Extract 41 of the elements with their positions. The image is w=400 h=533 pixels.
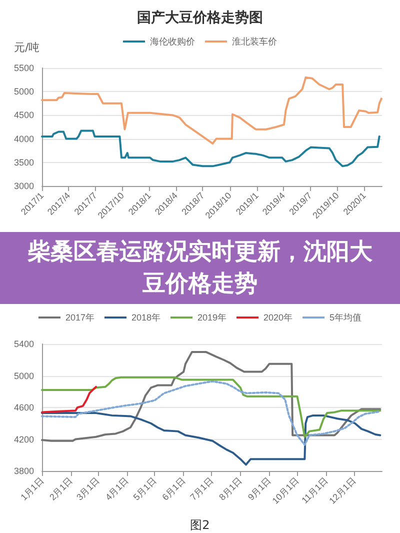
y-tick-label: 3500 xyxy=(14,157,34,168)
legend-label: 2017年 xyxy=(65,312,94,322)
y-tick-label: 4500 xyxy=(14,110,34,120)
y-tick-label: 4000 xyxy=(14,134,34,144)
legend-label: 2019年 xyxy=(197,312,227,322)
y-tick-label: 3000 xyxy=(14,181,34,191)
text: 柴桑区春运路况实时更新，沈阳大豆价格走势 xyxy=(0,232,400,304)
line-series xyxy=(41,376,382,438)
x-tick-label: 6月1日 xyxy=(160,475,188,502)
line-series xyxy=(41,350,382,442)
y-tick-label: 5400 xyxy=(14,339,34,349)
y-tick-label: 5000 xyxy=(14,86,34,97)
line-series xyxy=(41,412,382,466)
x-tick-label: 2月1日 xyxy=(48,475,74,502)
legend-label: 海伦收购价 xyxy=(150,36,195,46)
y-axis-title: 元/吨 xyxy=(14,41,40,54)
legend-label: 2018年 xyxy=(131,312,161,322)
y-tick-label: 4200 xyxy=(14,434,34,444)
line-series xyxy=(41,76,382,145)
x-tick-label: 5月1日 xyxy=(131,475,158,502)
x-tick-label: 9月1日 xyxy=(246,475,273,502)
line-series xyxy=(41,380,382,446)
y-tick-label: 5500 xyxy=(14,63,34,73)
line-series xyxy=(41,386,98,414)
x-tick-label: 7月1日 xyxy=(188,475,216,502)
y-tick-label: 3800 xyxy=(14,466,34,476)
legend-label: 5年均值 xyxy=(330,312,362,322)
caption: 图2 xyxy=(190,518,210,532)
line-series xyxy=(41,130,380,168)
y-tick-label: 5000 xyxy=(14,370,34,381)
chart-title: 国产大豆价格走势图 xyxy=(137,9,263,26)
legend-label: 淮北装车价 xyxy=(232,36,277,46)
x-tick-label: 11月1日 xyxy=(300,475,330,506)
legend-label: 2020年 xyxy=(264,312,293,322)
x-tick-label: 12月1日 xyxy=(327,475,358,506)
x-tick-label: 1月1日 xyxy=(18,475,46,502)
x-tick-label: 8月1日 xyxy=(217,475,244,502)
x-tick-label: 4月1日 xyxy=(103,475,130,502)
x-tick-label: 3月1日 xyxy=(74,475,102,502)
y-tick-label: 4600 xyxy=(14,402,34,412)
x-tick-label: 10月1日 xyxy=(270,475,301,506)
